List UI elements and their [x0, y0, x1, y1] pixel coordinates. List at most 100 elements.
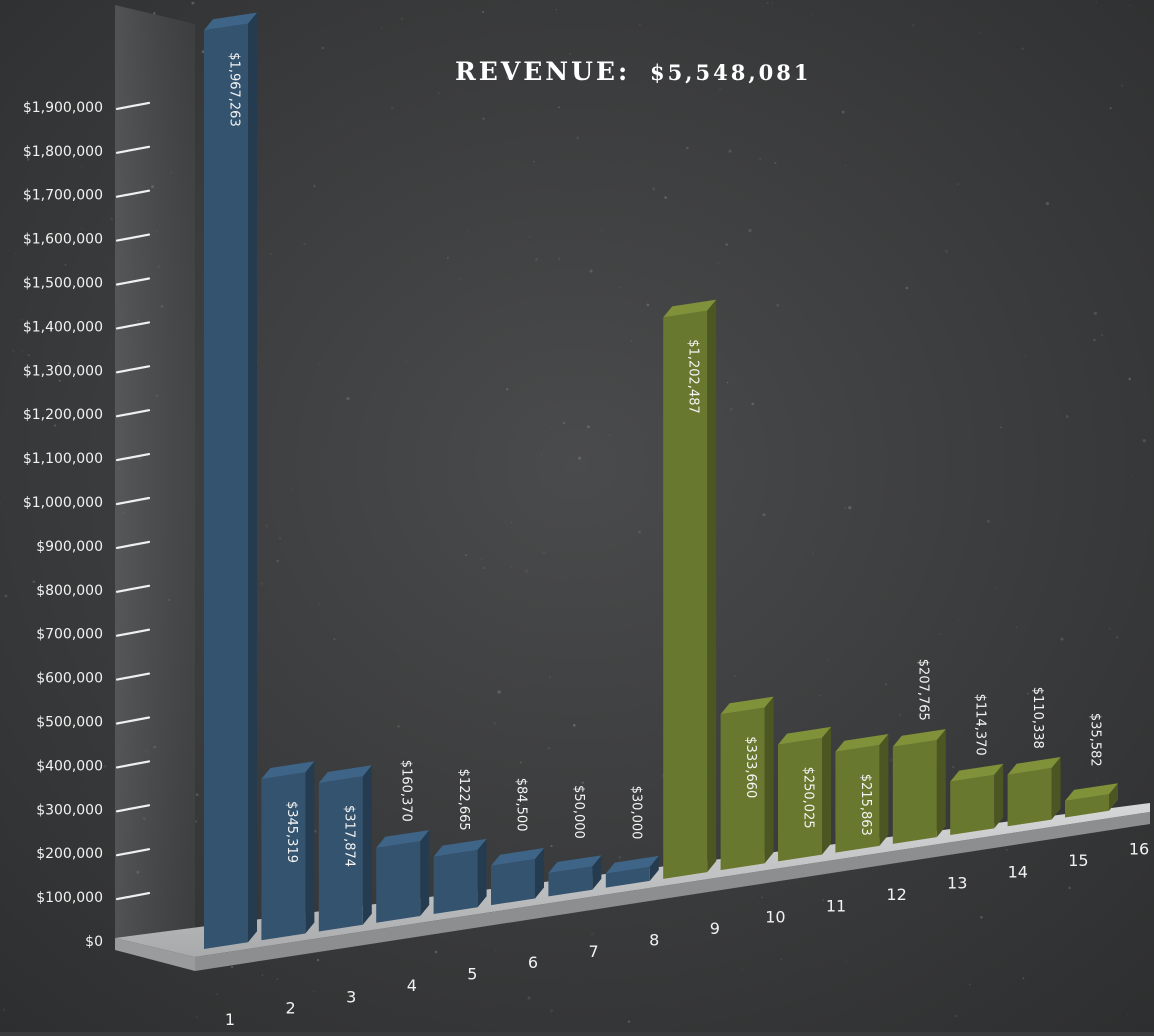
floor-side — [115, 938, 195, 971]
chalk-speck — [540, 454, 543, 456]
bar-value-label: $50,000 — [571, 785, 586, 839]
bar-value-label: $317,874 — [341, 805, 356, 867]
chalk-speck — [3, 1008, 6, 1011]
bar — [433, 838, 487, 914]
bar-value-label: $122,665 — [456, 769, 471, 831]
chalk-speck — [318, 603, 320, 605]
chalk-speck — [57, 362, 60, 364]
y-tick-label: $0 — [85, 934, 103, 950]
x-tick-label: 11 — [826, 896, 846, 915]
chalk-speck — [1116, 636, 1119, 639]
bar-value-label: $35,582 — [1088, 713, 1103, 767]
chalk-speck — [482, 117, 485, 120]
chalk-speck — [480, 558, 482, 560]
bar-value-label: $84,500 — [514, 778, 529, 832]
chalk-speck — [230, 965, 234, 969]
chalk-speck — [925, 424, 927, 426]
chalk-speck — [312, 990, 315, 993]
chalk-speck — [333, 638, 336, 641]
bar-top — [204, 12, 257, 31]
chalk-speck — [511, 522, 512, 524]
chalk-speck — [405, 360, 407, 362]
chalk-speck — [590, 932, 595, 936]
y-tick-label: $1,700,000 — [23, 188, 103, 204]
bar — [950, 763, 1004, 836]
chalk-speck — [437, 92, 440, 95]
chalk-speck — [758, 901, 760, 903]
chalk-speck — [889, 758, 893, 762]
bar-front — [835, 745, 880, 853]
bar-top — [663, 299, 717, 318]
chalk-speck — [494, 949, 497, 951]
y-tick-label: $600,000 — [36, 671, 103, 687]
x-tick-label: 10 — [765, 908, 785, 927]
y-tick-mark — [115, 628, 151, 637]
y-axis: $0 $100,000 $200,000 $300,000 $400,000 $500,0… — [23, 100, 151, 950]
chalk-speck — [381, 27, 382, 29]
bar — [318, 765, 372, 932]
bar — [261, 761, 315, 941]
y-tick-mark — [115, 804, 151, 813]
x-tick-label: 9 — [710, 919, 720, 938]
chalk-speck — [957, 183, 959, 185]
chalk-speck — [630, 340, 632, 342]
bar-top — [376, 830, 430, 848]
chalk-speck — [458, 292, 460, 294]
bar-top — [548, 855, 602, 874]
x-tick-label: 4 — [407, 976, 417, 995]
y-tick-mark — [115, 672, 151, 681]
chalk-speck — [734, 675, 736, 677]
x-tick-label: 12 — [886, 885, 906, 904]
chalk-speck — [819, 695, 821, 696]
chalk-speck — [1116, 921, 1118, 923]
chalk-speck — [714, 146, 716, 148]
bar — [663, 299, 717, 879]
chart-title: REVENUE: $5,548,081 — [455, 57, 811, 86]
x-tick-label: 7 — [589, 942, 599, 961]
chalk-speck — [14, 252, 17, 254]
chalk-speck — [1024, 354, 1026, 357]
y-tick-mark — [115, 101, 151, 111]
bar-top — [1065, 783, 1118, 801]
chalk-speck — [269, 253, 272, 256]
chalk-speck — [918, 714, 920, 716]
chalk-speck — [979, 915, 983, 919]
bar — [835, 734, 889, 853]
chalk-speck — [1121, 294, 1123, 296]
x-tick-label: 3 — [346, 987, 356, 1006]
chalk-speck — [397, 725, 400, 728]
chalk-speck — [986, 519, 990, 523]
y-tick-label: $1,300,000 — [23, 363, 103, 379]
chalk-speck — [337, 127, 339, 129]
bar — [376, 830, 430, 923]
chalk-speck — [415, 257, 417, 260]
chalk-speck — [1095, 1, 1098, 3]
chalk-speck — [482, 566, 486, 570]
chalk-speck — [638, 530, 641, 534]
chalk-speck — [589, 269, 593, 273]
chalk-speck — [557, 106, 560, 109]
bar — [491, 847, 544, 906]
chalk-speck — [285, 497, 287, 499]
bar — [1007, 757, 1061, 827]
chalk-speck — [532, 160, 536, 163]
chalk-speck — [762, 513, 766, 517]
chalk-speck — [551, 427, 553, 429]
bar-value-label: $1,967,263 — [227, 52, 242, 126]
chalk-speck — [1124, 182, 1126, 184]
chalk-speck — [340, 211, 342, 213]
chalk-speck — [576, 136, 580, 140]
chalk-speck — [73, 366, 75, 368]
bars-group: $1,967,263 $345,319 $317,874 $160,370 $122,6… — [204, 12, 1118, 949]
chalk-speck — [32, 580, 36, 584]
chalk-speck — [465, 554, 467, 556]
chalk-speck — [751, 402, 755, 406]
chalk-speck — [1095, 779, 1098, 781]
chalk-speck — [822, 899, 824, 901]
bar-front — [720, 707, 765, 871]
bar — [1065, 783, 1118, 818]
bar — [204, 12, 257, 949]
chalk-speck — [845, 164, 847, 166]
y-tick-label: $1,800,000 — [23, 144, 103, 160]
